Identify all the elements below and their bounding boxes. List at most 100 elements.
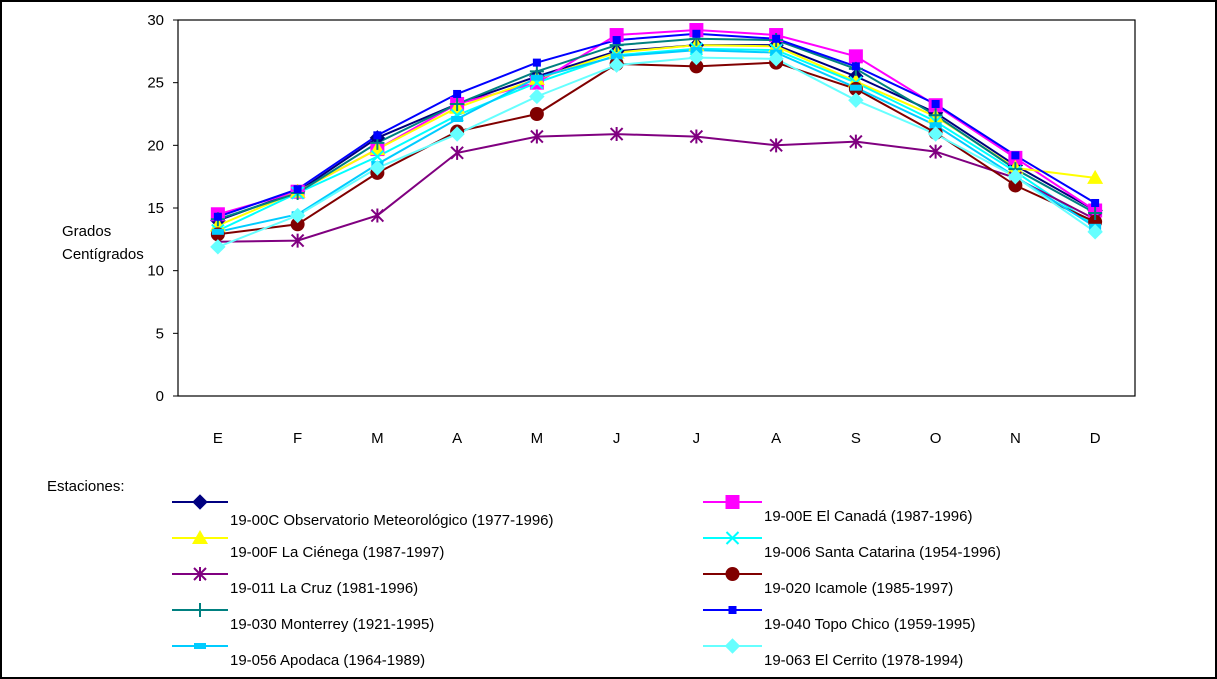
legend-marker <box>192 530 208 544</box>
y-axis-label-line-1: Grados <box>62 223 111 240</box>
data-point-series-8 <box>1091 198 1100 207</box>
data-point-series-9 <box>610 53 623 60</box>
data-point-series-6 <box>290 217 305 232</box>
data-point-series-5 <box>370 208 385 223</box>
legend-marker <box>728 606 737 614</box>
data-point-series-9 <box>530 74 543 81</box>
legend-title: Estaciones: <box>47 478 125 495</box>
legend-label: 19-011 La Cruz (1981-1996) <box>230 580 418 597</box>
axes-layer: 0 5 10 15 20 25 30 E F M A M J J A S O N D <box>147 12 1100 447</box>
data-point-series-5 <box>290 233 305 248</box>
legend-item: 19-063 El Cerrito (1978-1994) <box>703 638 963 669</box>
x-tick-label: F <box>293 430 302 447</box>
data-point-series-10 <box>449 126 465 142</box>
data-point-series-10 <box>768 51 784 67</box>
data-point-series-5 <box>769 138 783 153</box>
y-tick-label: 30 <box>147 12 164 29</box>
data-point-series-5 <box>530 129 544 144</box>
data-point-series-8 <box>851 62 860 71</box>
legend-label: 19-063 El Cerrito (1978-1994) <box>764 652 963 669</box>
y-tick-label: 20 <box>147 137 164 154</box>
data-point-series-10 <box>369 160 386 176</box>
data-point-series-10 <box>529 88 545 105</box>
data-point-series-8 <box>213 212 222 221</box>
data-point-series-5 <box>849 134 863 149</box>
data-point-series-5 <box>609 127 624 142</box>
data-point-series-8 <box>532 58 541 67</box>
legend-item: 19-056 Apodaca (1964-1989) <box>172 643 425 669</box>
data-point-series-8 <box>293 185 302 194</box>
x-tick-label: J <box>613 430 621 447</box>
data-point-series-10 <box>289 207 306 224</box>
legend-item: 19-030 Monterrey (1921-1995) <box>172 603 434 633</box>
data-point-series-10 <box>927 126 944 142</box>
data-point-series-10 <box>848 92 864 108</box>
data-point-series-9 <box>451 116 464 123</box>
data-point-series-9 <box>211 228 224 235</box>
data-point-series-4 <box>370 149 385 164</box>
legend-label: 19-006 Santa Catarina (1954-1996) <box>764 544 1001 561</box>
legend-item: 19-020 Icamole (1985-1997) <box>703 567 953 597</box>
y-tick-label: 10 <box>147 263 164 280</box>
x-tick-label: S <box>851 430 861 447</box>
data-point-series-10 <box>608 57 625 73</box>
data-point-series-7 <box>450 96 465 111</box>
data-point-series-7 <box>1088 206 1103 221</box>
series-line-9 <box>217 49 1096 233</box>
y-tick-label: 25 <box>147 75 164 92</box>
data-point-series-8 <box>373 131 382 140</box>
legend-item: 19-040 Topo Chico (1959-1995) <box>703 606 976 633</box>
legend-marker <box>724 638 741 654</box>
legend-marker <box>193 603 207 617</box>
legend-label: 19-056 Apodaca (1964-1989) <box>230 652 425 669</box>
x-tick-label: O <box>930 430 942 447</box>
x-tick-label: A <box>452 430 462 447</box>
legend-marker <box>725 531 740 545</box>
series-line-4 <box>217 47 1096 232</box>
legend-marker <box>193 567 207 581</box>
series-line-7 <box>217 37 1096 221</box>
series-markers-layer <box>209 23 1104 255</box>
data-point-series-5 <box>450 145 464 160</box>
data-point-series-7 <box>928 108 943 123</box>
data-point-series-9 <box>929 122 942 129</box>
data-point-series-6 <box>529 107 544 121</box>
data-point-series-8 <box>692 29 701 38</box>
x-tick-label: M <box>371 430 384 447</box>
series-line-10 <box>217 56 1096 248</box>
series-lines-layer <box>217 28 1096 248</box>
legend-label: 19-030 Monterrey (1921-1995) <box>230 616 434 633</box>
y-axis-label-line-2: Centígrados <box>62 246 144 263</box>
y-tick-label: 5 <box>156 325 164 342</box>
data-point-series-6 <box>689 59 704 74</box>
y-tick-label: 0 <box>156 388 164 405</box>
legend-label: 19-00F La Ciénega (1987-1997) <box>230 544 444 561</box>
legend: 19-00C Observatorio Meteorológico (1977-… <box>172 494 1001 669</box>
data-point-series-8 <box>1011 151 1020 160</box>
data-point-series-2 <box>848 49 863 64</box>
legend-label: 19-00C Observatorio Meteorológico (1977-… <box>230 512 554 529</box>
x-tick-label: J <box>693 430 701 447</box>
x-tick-label: E <box>213 430 223 447</box>
legend-marker <box>725 495 740 509</box>
data-point-series-8 <box>772 34 781 43</box>
x-tick-label: A <box>771 430 781 447</box>
data-point-series-3 <box>1087 169 1104 184</box>
x-tick-label: M <box>531 430 544 447</box>
legend-item: 19-00F La Ciénega (1987-1997) <box>172 530 444 561</box>
y-tick-label: 15 <box>147 200 164 217</box>
legend-label: 19-040 Topo Chico (1959-1995) <box>764 616 976 633</box>
legend-marker <box>192 494 208 510</box>
data-point-series-6 <box>1008 178 1023 193</box>
data-point-series-10 <box>210 239 226 255</box>
legend-marker <box>725 567 740 581</box>
plot-area <box>177 19 1136 397</box>
series-line-5 <box>217 133 1096 243</box>
legend-item: 19-00E El Canadá (1987-1996) <box>703 495 972 525</box>
data-point-series-5 <box>689 129 704 144</box>
legend-item: 19-011 La Cruz (1981-1996) <box>172 567 418 597</box>
legend-label: 19-020 Icamole (1985-1997) <box>764 580 953 597</box>
x-tick-label: D <box>1090 430 1101 447</box>
data-point-series-9 <box>849 84 862 91</box>
